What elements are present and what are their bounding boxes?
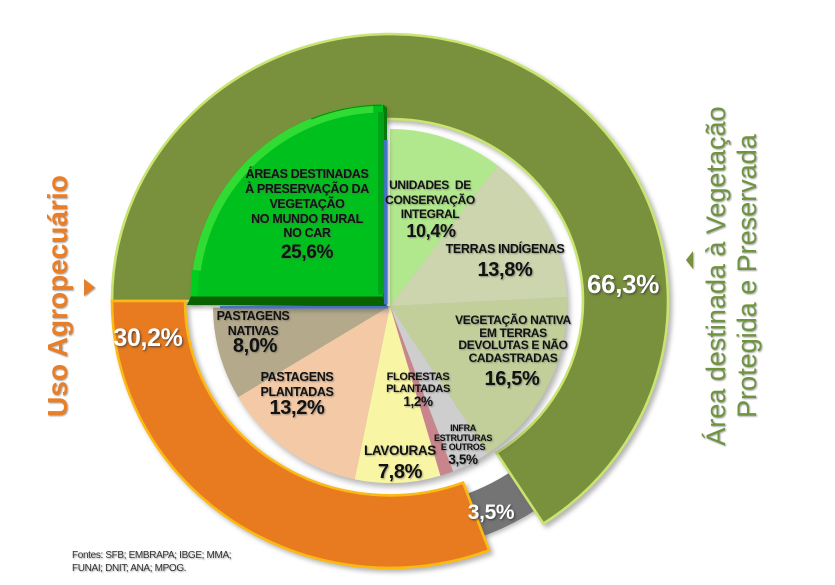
svg-text:EM TERRAS: EM TERRAS: [479, 326, 547, 340]
svg-text:LAVOURAS: LAVOURAS: [364, 443, 436, 458]
svg-text:VEGETAÇÃO NATIVA: VEGETAÇÃO NATIVA: [455, 312, 571, 327]
svg-text:E OUTROS: E OUTROS: [441, 442, 486, 452]
svg-text:3,5%: 3,5%: [448, 452, 478, 467]
svg-text:Fontes: SFB; EMBRAPA; IBGE; MM: Fontes: SFB; EMBRAPA; IBGE; MMA;: [72, 550, 231, 561]
svg-text:30,2%: 30,2%: [113, 324, 182, 352]
svg-text:FUNAI; DNIT; ANA; MPOG.: FUNAI; DNIT; ANA; MPOG.: [72, 563, 186, 574]
svg-text:CADASTRADAS: CADASTRADAS: [469, 351, 558, 365]
svg-text:PLANTADAS: PLANTADAS: [260, 385, 333, 399]
svg-text:Área destinada à Vegetação: Área destinada à Vegetação: [701, 106, 731, 445]
svg-text:NO CAR: NO CAR: [283, 226, 331, 240]
svg-text:UNIDADES DE: UNIDADES DE: [389, 178, 471, 192]
svg-text:INFRA: INFRA: [450, 423, 477, 433]
svg-text:NATIVAS: NATIVAS: [228, 324, 279, 338]
svg-text:Protegida e Preservada: Protegida e Preservada: [732, 133, 762, 418]
svg-text:10,4%: 10,4%: [406, 221, 456, 241]
svg-text:7,8%: 7,8%: [378, 461, 423, 483]
svg-text:66,3%: 66,3%: [587, 269, 659, 299]
svg-text:3,5%: 3,5%: [468, 501, 515, 524]
svg-text:ESTRUTURAS: ESTRUTURAS: [434, 433, 492, 443]
svg-text:CONSERVAÇÃO: CONSERVAÇÃO: [385, 192, 475, 207]
svg-text:FLORESTAS: FLORESTAS: [387, 371, 450, 383]
svg-text:PLANTADAS: PLANTADAS: [386, 383, 450, 395]
svg-text:NO MUNDO RURAL: NO MUNDO RURAL: [251, 212, 363, 226]
svg-text:1,2%: 1,2%: [403, 394, 433, 409]
svg-text:16,5%: 16,5%: [485, 368, 541, 390]
svg-text:TERRAS INDÍGENAS: TERRAS INDÍGENAS: [446, 241, 565, 256]
svg-text:25,6%: 25,6%: [281, 242, 334, 263]
svg-text:8,0%: 8,0%: [233, 335, 278, 357]
svg-text:Uso Agropecuário: Uso Agropecuário: [42, 175, 73, 417]
svg-text:PASTAGENS: PASTAGENS: [217, 309, 290, 323]
svg-text:DEVOLUTAS E NÃO: DEVOLUTAS E NÃO: [458, 337, 567, 352]
svg-text:13,8%: 13,8%: [478, 259, 534, 281]
svg-text:PASTAGENS: PASTAGENS: [261, 370, 334, 384]
svg-text:13,2%: 13,2%: [270, 397, 326, 419]
svg-text:À PRESERVAÇÃO DA: À PRESERVAÇÃO DA: [245, 181, 369, 196]
svg-text:ÁREAS DESTINADAS: ÁREAS DESTINADAS: [246, 166, 369, 181]
svg-text:VEGETAÇÃO: VEGETAÇÃO: [269, 196, 345, 211]
svg-text:INTEGRAL: INTEGRAL: [401, 207, 460, 221]
